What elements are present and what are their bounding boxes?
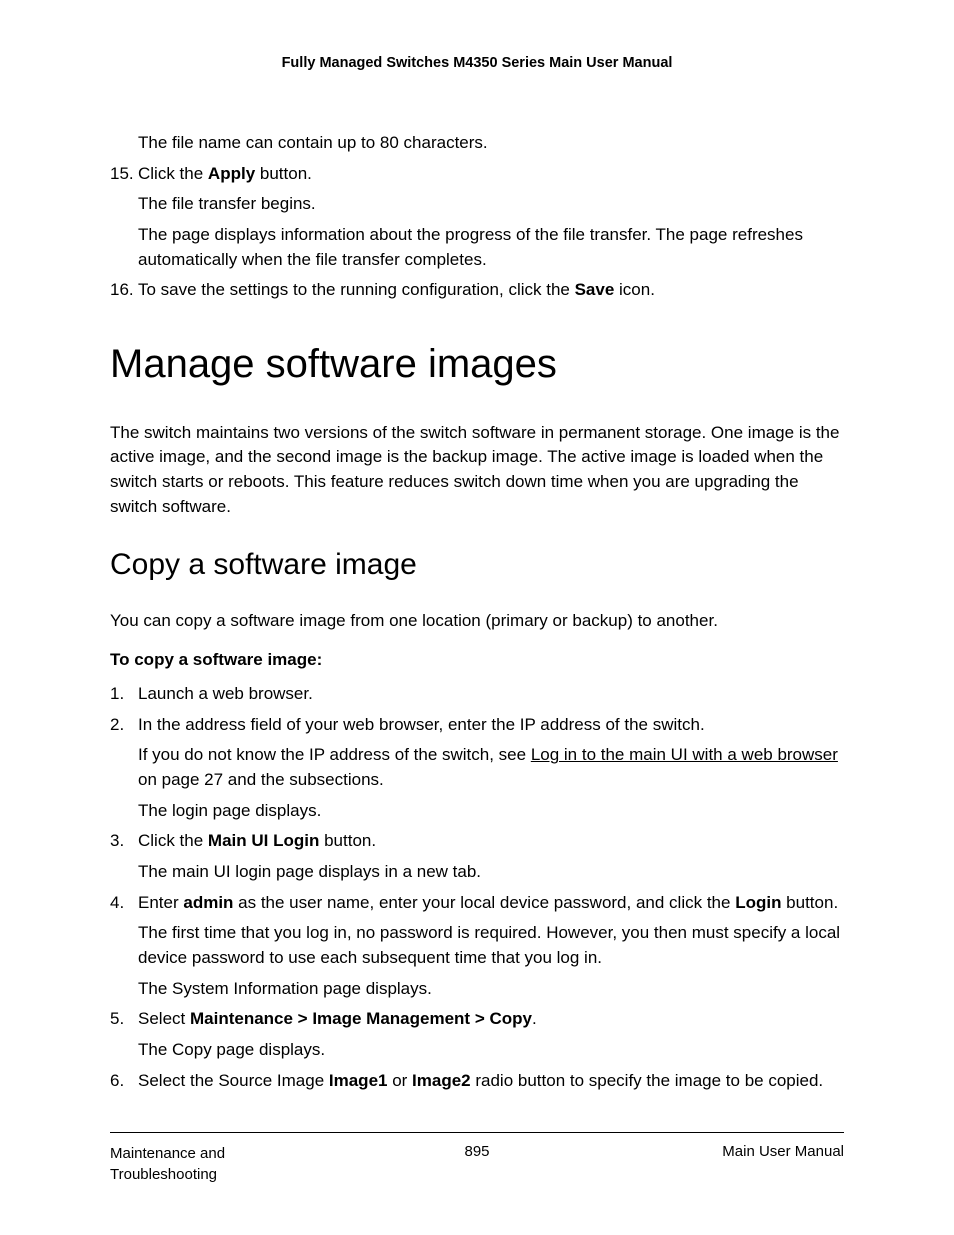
sub-text: The Copy page displays. xyxy=(138,1038,844,1063)
list-item-16: 16. To save the settings to the running … xyxy=(110,278,844,303)
footer-page-number: 895 xyxy=(310,1143,644,1185)
text: If you do not know the IP address of the… xyxy=(138,745,531,764)
list-content: Launch a web browser. xyxy=(138,682,844,707)
list-number: 5. xyxy=(110,1007,138,1062)
text: To save the settings to the running conf… xyxy=(138,280,575,299)
footer-text: Troubleshooting xyxy=(110,1166,217,1183)
step-3: 3. Click the Main UI Login button. The m… xyxy=(110,829,844,884)
list-number: 16. xyxy=(110,278,138,303)
list-content: In the address field of your web browser… xyxy=(138,713,844,824)
text: button. xyxy=(319,831,376,850)
text: . xyxy=(532,1009,537,1028)
sub-text: The login page displays. xyxy=(138,799,844,824)
link-text[interactable]: Log in to the main UI with a web browser xyxy=(531,745,838,764)
list-number: 15. xyxy=(110,162,138,273)
sub-text: The System Information page displays. xyxy=(138,977,844,1002)
page-content: The file name can contain up to 80 chara… xyxy=(110,131,844,1132)
list-item-15: 15. Click the Apply button. The file tra… xyxy=(110,162,844,273)
page-header: Fully Managed Switches M4350 Series Main… xyxy=(110,55,844,71)
bold-text: Login xyxy=(735,893,781,912)
step-4: 4. Enter admin as the user name, enter y… xyxy=(110,891,844,1002)
text: Click the xyxy=(138,164,208,183)
heading-2: Copy a software image xyxy=(110,543,844,587)
list-number: 1. xyxy=(110,682,138,707)
bold-text: Image1 xyxy=(329,1071,388,1090)
sub-text: The page displays information about the … xyxy=(138,223,844,272)
footer-text: Maintenance and xyxy=(110,1145,225,1162)
paragraph: You can copy a software image from one l… xyxy=(110,609,844,634)
text: button. xyxy=(255,164,312,183)
text: In the address field of your web browser… xyxy=(138,715,705,734)
text: or xyxy=(387,1071,412,1090)
step-5: 5. Select Maintenance > Image Management… xyxy=(110,1007,844,1062)
text: button. xyxy=(781,893,838,912)
sub-text: The main UI login page displays in a new… xyxy=(138,860,844,885)
text: icon. xyxy=(614,280,655,299)
list-content: Enter admin as the user name, enter your… xyxy=(138,891,844,1002)
bold-text: Maintenance > Image Management > Copy xyxy=(190,1009,532,1028)
paragraph: The switch maintains two versions of the… xyxy=(110,421,844,520)
bold-text: admin xyxy=(183,893,233,912)
list-number: 3. xyxy=(110,829,138,884)
bold-text: Save xyxy=(575,280,615,299)
procedure-heading: To copy a software image: xyxy=(110,648,844,673)
footer-left: Maintenance and Troubleshooting xyxy=(110,1143,310,1185)
list-content: Click the Main UI Login button. The main… xyxy=(138,829,844,884)
text: Click the xyxy=(138,831,208,850)
list-number: 2. xyxy=(110,713,138,824)
step-2: 2. In the address field of your web brow… xyxy=(110,713,844,824)
sub-text: The file transfer begins. xyxy=(138,192,844,217)
list-number: 4. xyxy=(110,891,138,1002)
text: Enter xyxy=(138,893,183,912)
list-content: Click the Apply button. The file transfe… xyxy=(138,162,844,273)
heading-1: Manage software images xyxy=(110,335,844,393)
text: as the user name, enter your local devic… xyxy=(233,893,735,912)
text: Select xyxy=(138,1009,190,1028)
step-6: 6. Select the Source Image Image1 or Ima… xyxy=(110,1069,844,1094)
list-content: Select the Source Image Image1 or Image2… xyxy=(138,1069,844,1094)
bold-text: Apply xyxy=(208,164,255,183)
intro-text: The file name can contain up to 80 chara… xyxy=(138,131,844,156)
bold-text: Image2 xyxy=(412,1071,471,1090)
sub-text: If you do not know the IP address of the… xyxy=(138,743,844,792)
text: Select the Source Image xyxy=(138,1071,329,1090)
sub-text: The first time that you log in, no passw… xyxy=(138,921,844,970)
text: radio button to specify the image to be … xyxy=(471,1071,824,1090)
list-number: 6. xyxy=(110,1069,138,1094)
footer-right: Main User Manual xyxy=(644,1143,844,1185)
list-content: To save the settings to the running conf… xyxy=(138,278,844,303)
bold-text: Main UI Login xyxy=(208,831,319,850)
page-footer: Maintenance and Troubleshooting 895 Main… xyxy=(110,1132,844,1185)
text: on page 27 and the subsections. xyxy=(138,770,384,789)
step-1: 1. Launch a web browser. xyxy=(110,682,844,707)
list-content: Select Maintenance > Image Management > … xyxy=(138,1007,844,1062)
